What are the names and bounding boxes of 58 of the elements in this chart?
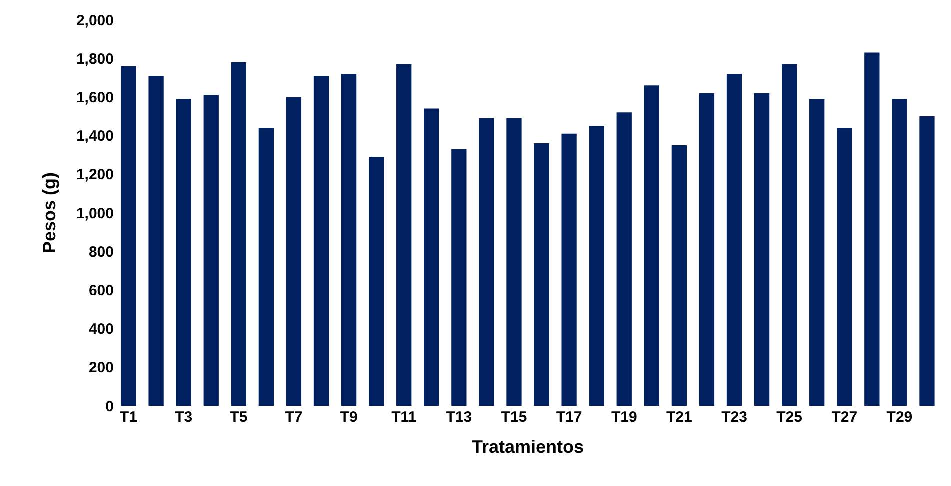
bar [369,157,384,406]
bar [121,66,136,406]
bar [810,99,825,406]
bar [644,86,660,406]
x-tick-label: T27 [832,409,858,426]
bar [314,76,330,406]
y-tick-label: 200 [88,360,114,377]
y-tick-label: 1,200 [76,166,114,184]
x-tick-label: T23 [722,409,748,426]
y-tick-label: 0 [106,398,114,416]
bar [699,93,715,406]
x-tick-label: T15 [501,409,528,426]
x-tick-label: T9 [340,409,358,426]
bar [204,95,219,406]
y-axis-title: Pesos (g) [40,172,60,254]
bar [920,116,935,406]
x-tick-label: T1 [120,409,138,426]
y-tick-label: 2,000 [76,12,114,30]
y-tick-label: 1,800 [76,50,114,68]
bar [286,97,302,406]
bar [672,145,688,406]
x-tick-label: T21 [666,409,692,426]
bar [341,74,357,406]
bar [754,93,770,406]
bar [726,74,742,406]
bar [562,134,577,406]
y-tick-label: 1,400 [76,128,114,146]
x-tick-label: T29 [886,409,913,426]
x-tick-label: T7 [285,409,303,426]
bar [452,149,467,406]
bar [176,99,192,406]
y-tick-label: 400 [88,321,114,338]
bar [231,62,246,406]
x-tick-label: T11 [392,409,417,426]
x-tick-label: T19 [611,409,638,426]
bar [258,128,274,406]
bar [506,118,522,406]
bar [892,99,908,406]
bar [396,64,412,406]
bar [864,52,880,406]
x-tick-label: T3 [175,409,193,426]
y-tick-label: 1,600 [76,89,114,106]
bar [424,108,440,406]
y-tick-label: 600 [88,282,114,300]
bar [616,112,632,406]
y-tick-label: 800 [88,244,114,261]
bar [589,126,604,406]
x-tick-label: T5 [230,409,248,426]
x-axis-title: Tratamientos [472,437,584,458]
x-tick-label: T13 [446,409,472,426]
bar [782,64,798,406]
bar [837,128,852,406]
y-tick-label: 1,000 [76,205,114,222]
bar [479,118,494,406]
bar [148,76,164,406]
x-tick-label: T25 [776,409,802,426]
bar [534,144,550,406]
x-tick-label: T17 [556,409,582,426]
